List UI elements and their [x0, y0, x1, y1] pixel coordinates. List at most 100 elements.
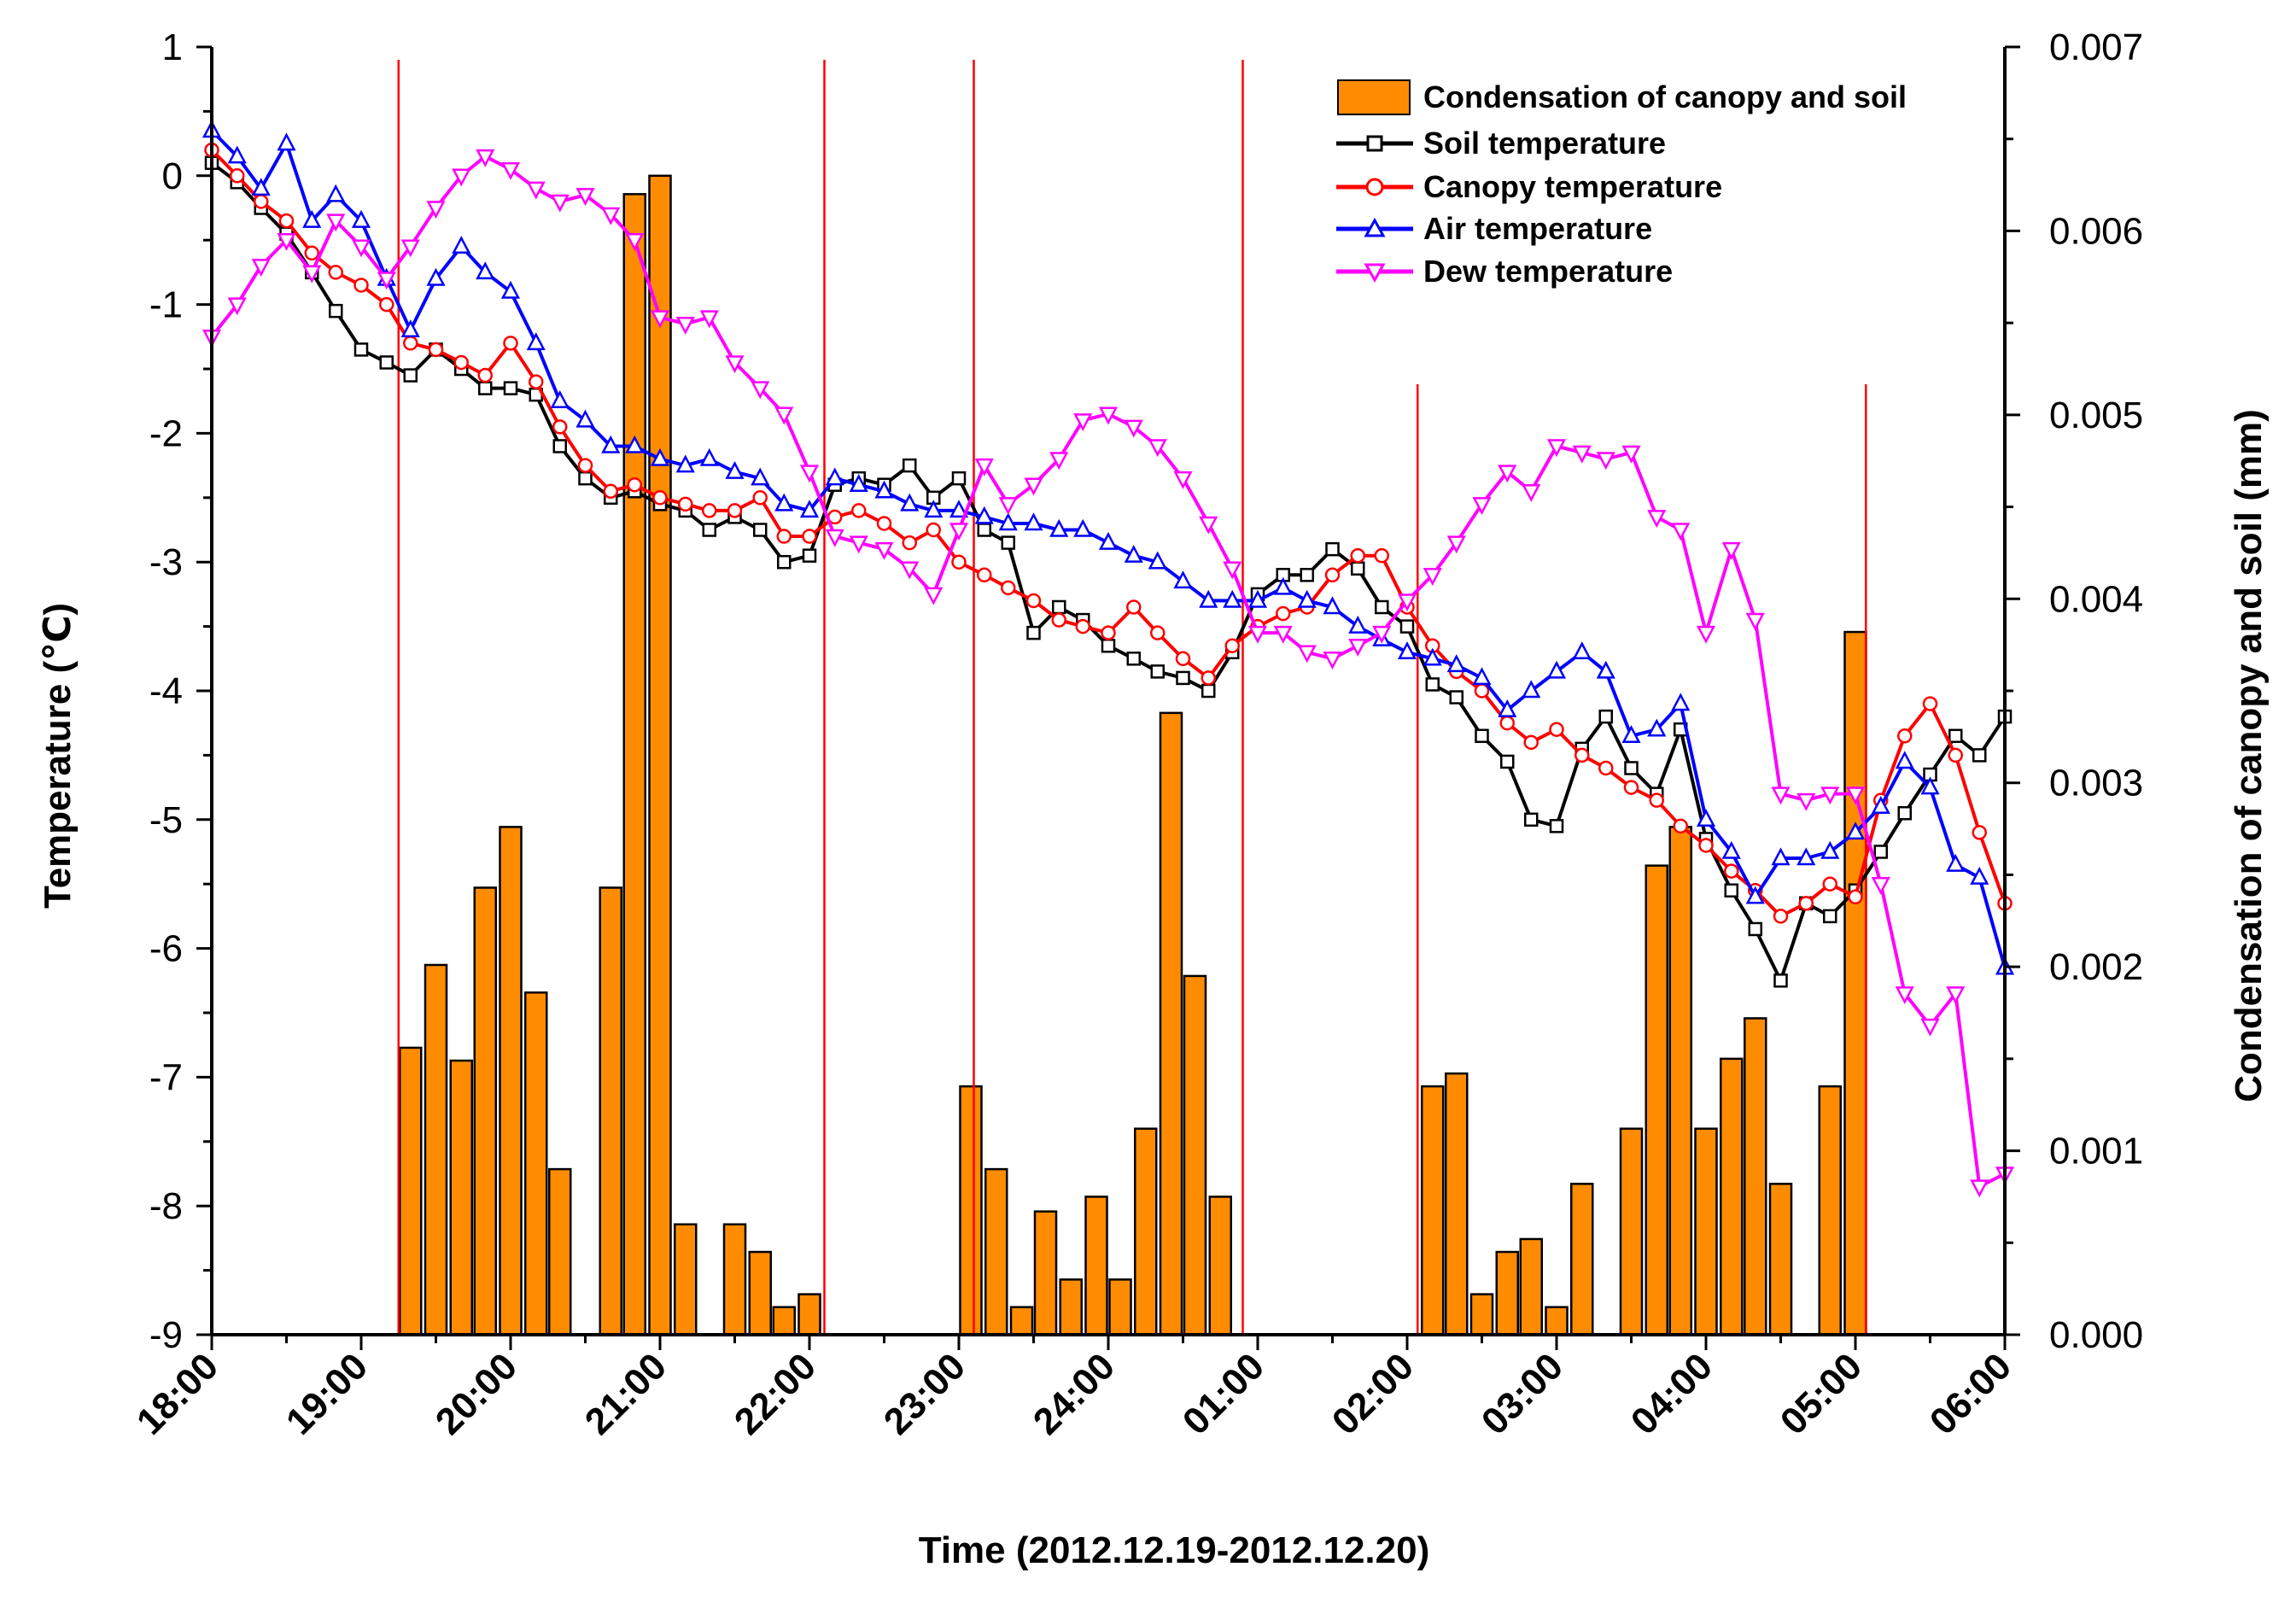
- data-point-soil: [1150, 664, 1165, 679]
- axes: [196, 45, 2020, 1350]
- data-point-canopy: [1574, 747, 1590, 763]
- data-point-air: [1024, 512, 1043, 531]
- series-dew: [202, 149, 2015, 1198]
- x-tick-label: 23:00: [876, 1345, 973, 1442]
- data-point-air: [949, 500, 969, 518]
- data-point-canopy: [304, 245, 319, 261]
- data-point-canopy: [1075, 618, 1090, 634]
- legend: Condensation of canopy and soil Soil tem…: [1336, 79, 1907, 289]
- data-point-canopy: [702, 503, 717, 518]
- data-point-soil: [702, 523, 716, 537]
- x-tick-label: 24:00: [1025, 1345, 1123, 1442]
- data-point-dew: [900, 561, 920, 580]
- condensation-bar: [1818, 1085, 1842, 1336]
- data-point-air: [1920, 776, 1940, 795]
- data-point-dew: [251, 259, 271, 278]
- legend-label-dew: Dew temperature: [1423, 254, 1673, 289]
- condensation-bar: [1208, 1196, 1232, 1336]
- data-point-canopy: [1623, 780, 1639, 795]
- data-point-dew: [650, 310, 670, 329]
- condensation-bar: [1843, 630, 1867, 1336]
- condensation-bar: [473, 886, 497, 1336]
- data-point-dew: [949, 523, 969, 541]
- data-point-air: [1472, 667, 1492, 686]
- condensation-bar: [1445, 1072, 1469, 1336]
- condensation-bar: [1159, 711, 1183, 1336]
- data-point-soil: [1325, 541, 1340, 557]
- y-tick-label-left: -9: [149, 1314, 183, 1356]
- data-point-dew: [601, 207, 621, 225]
- x-axis-title: Time (2012.12.19-2012.12.20): [919, 1529, 1430, 1571]
- legend-marker-air: [1364, 217, 1386, 237]
- data-point-air: [874, 480, 894, 499]
- data-point-air: [1721, 840, 1741, 859]
- data-point-soil: [1425, 677, 1440, 692]
- data-point-dew: [526, 181, 546, 200]
- data-point-air: [526, 332, 546, 351]
- condensation-bar: [748, 1250, 772, 1336]
- data-point-soil: [802, 548, 817, 563]
- data-point-air: [924, 500, 944, 518]
- data-point-dew: [1297, 645, 1317, 664]
- data-point-air: [1895, 751, 1914, 769]
- data-point-air: [351, 209, 371, 228]
- data-point-air: [1348, 615, 1368, 634]
- data-point-dew: [1771, 786, 1791, 805]
- data-point-dew: [1522, 484, 1541, 502]
- y-tick-label-left: -2: [149, 412, 183, 454]
- data-point-canopy: [951, 554, 967, 570]
- legend-marker-dew: [1364, 263, 1386, 284]
- data-point-dew: [1124, 419, 1143, 438]
- data-point-soil: [1823, 909, 1837, 924]
- y-tick-label-left: -4: [149, 670, 183, 712]
- data-point-dew: [326, 213, 346, 232]
- data-point-air: [1970, 866, 1989, 885]
- data-point-soil: [1375, 599, 1389, 615]
- y-tick-label-left: -8: [149, 1185, 183, 1227]
- data-point-air: [601, 435, 621, 453]
- x-tick-label: 03:00: [1474, 1345, 1571, 1442]
- data-point-dew: [550, 194, 570, 213]
- data-point-dew: [1871, 876, 1890, 895]
- data-point-canopy: [328, 265, 343, 280]
- y-tick-label-left: -7: [149, 1056, 183, 1098]
- legend-label-soil: Soil temperature: [1423, 126, 1666, 161]
- data-point-air: [1946, 853, 1966, 872]
- data-point-soil: [1897, 806, 1912, 821]
- data-point-air: [900, 493, 920, 512]
- condensation-bar: [1645, 864, 1668, 1336]
- condensation-bars: [399, 174, 1867, 1336]
- data-point-canopy: [1948, 747, 1963, 763]
- data-point-air: [251, 178, 271, 196]
- data-point-dew: [1647, 510, 1667, 529]
- data-point-dew: [1572, 445, 1592, 464]
- data-point-soil: [478, 381, 493, 395]
- data-point-air: [1671, 693, 1691, 711]
- data-point-dew: [1596, 452, 1615, 471]
- data-point-soil: [1549, 819, 1564, 833]
- data-point-dew: [1696, 625, 1716, 644]
- data-point-dew: [351, 239, 371, 258]
- data-point-soil: [403, 368, 418, 383]
- data-point-dew: [1173, 471, 1193, 489]
- data-point-soil: [1724, 883, 1738, 897]
- data-point-canopy: [529, 374, 544, 389]
- data-point-dew: [1247, 625, 1268, 644]
- data-point-dew: [1098, 406, 1119, 425]
- condensation-bar: [1570, 1183, 1594, 1336]
- condensation-bar: [524, 991, 548, 1336]
- x-tick-label: 04:00: [1623, 1345, 1721, 1442]
- data-point-air: [1446, 654, 1466, 673]
- data-point-soil: [753, 523, 768, 537]
- legend-label-condensation: Condensation of canopy and soil: [1423, 79, 1907, 114]
- condensation-bar: [1495, 1250, 1519, 1336]
- data-point-air: [1796, 847, 1816, 866]
- data-point-dew: [1423, 568, 1442, 586]
- x-tick-label: 06:00: [1922, 1345, 2019, 1442]
- data-point-canopy: [1972, 825, 1987, 840]
- data-point-canopy: [876, 516, 892, 531]
- data-point-canopy: [603, 483, 618, 500]
- data-point-dew: [1621, 445, 1641, 464]
- data-point-air: [625, 435, 645, 453]
- data-point-dew: [1148, 439, 1167, 458]
